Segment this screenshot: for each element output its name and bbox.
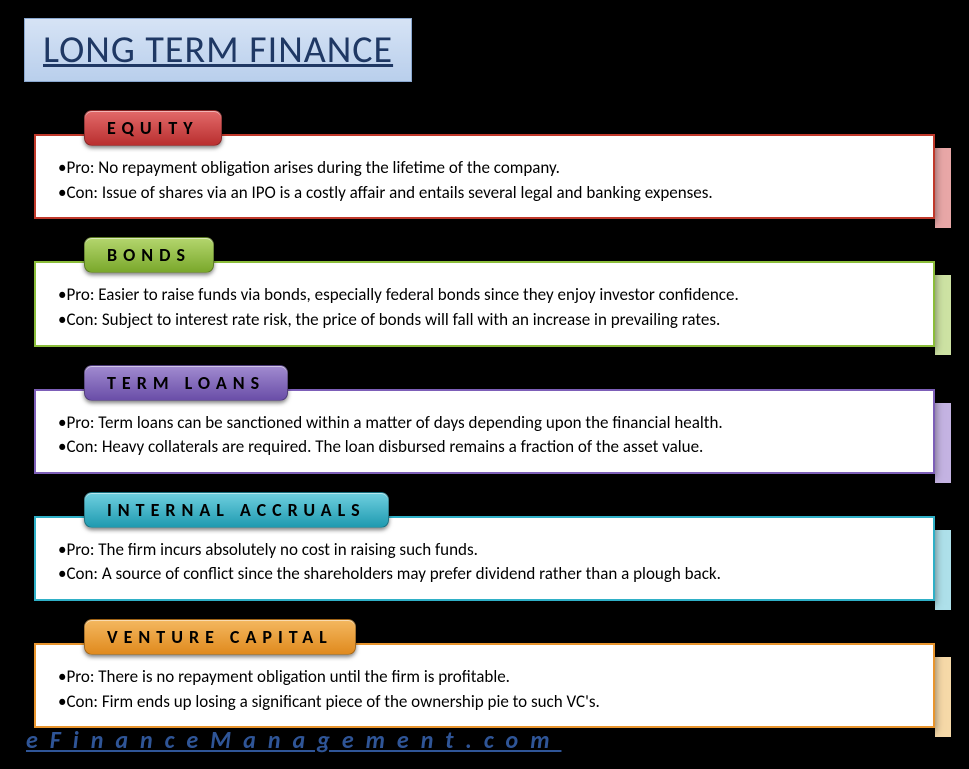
pro-text: •Pro: There is no repayment obligation u… [58, 665, 911, 690]
side-strip [935, 403, 951, 483]
tab-equity: EQUITY [84, 110, 222, 146]
pro-text: •Pro: The firm incurs absolutely no cost… [58, 538, 911, 563]
section-bonds: BONDS •Pro: Easier to raise funds via bo… [34, 237, 935, 346]
con-text: •Con: Firm ends up losing a significant … [58, 690, 911, 715]
con-text: •Con: Heavy collaterals are required. Th… [58, 435, 911, 460]
content-bonds: •Pro: Easier to raise funds via bonds, e… [34, 261, 935, 346]
tab-venture-capital: VENTURE CAPITAL [84, 619, 356, 655]
footer-link[interactable]: eFinanceManagement.com [26, 726, 561, 755]
content-internal-accruals: •Pro: The firm incurs absolutely no cost… [34, 516, 935, 601]
title-box: LONG TERM FINANCE [24, 18, 412, 82]
side-strip [935, 530, 951, 610]
pro-text: •Pro: Term loans can be sanctioned withi… [58, 411, 911, 436]
section-internal-accruals: INTERNAL ACCRUALS •Pro: The firm incurs … [34, 492, 935, 601]
section-equity: EQUITY •Pro: No repayment obligation ari… [34, 110, 935, 219]
content-term-loans: •Pro: Term loans can be sanctioned withi… [34, 389, 935, 474]
content-venture-capital: •Pro: There is no repayment obligation u… [34, 643, 935, 728]
con-text: •Con: Subject to interest rate risk, the… [58, 308, 911, 333]
section-term-loans: TERM LOANS •Pro: Term loans can be sanct… [34, 365, 935, 474]
side-strip [935, 657, 951, 737]
page-title: LONG TERM FINANCE [43, 27, 393, 73]
tab-internal-accruals: INTERNAL ACCRUALS [84, 492, 389, 528]
side-strip [935, 148, 951, 228]
con-text: •Con: Issue of shares via an IPO is a co… [58, 181, 911, 206]
pro-text: •Pro: No repayment obligation arises dur… [58, 156, 911, 181]
tab-term-loans: TERM LOANS [84, 365, 288, 401]
side-strip [935, 275, 951, 355]
section-venture-capital: VENTURE CAPITAL •Pro: There is no repaym… [34, 619, 935, 728]
content-equity: •Pro: No repayment obligation arises dur… [34, 134, 935, 219]
tab-bonds: BONDS [84, 237, 214, 273]
sections-container: EQUITY •Pro: No repayment obligation ari… [24, 110, 945, 728]
con-text: •Con: A source of conflict since the sha… [58, 562, 911, 587]
pro-text: •Pro: Easier to raise funds via bonds, e… [58, 283, 911, 308]
